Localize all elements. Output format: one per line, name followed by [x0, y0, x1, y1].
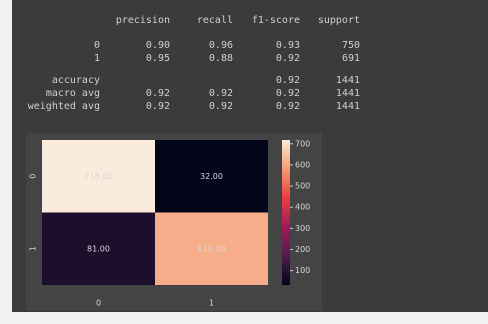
classification-report: precision recall f1-score support 0 0.90 0.96 0… — [28, 15, 360, 112]
report-row-label: 0 — [94, 40, 100, 51]
report-cell: 0.92 — [146, 88, 170, 99]
heatmap-cell — [42, 140, 155, 213]
report-cell: 0.93 — [276, 40, 300, 51]
report-cell: 0.88 — [209, 53, 233, 64]
report-row-label: weighted avg — [28, 101, 100, 112]
heatmap: 0 718.00 32.00 1 81.00 610.00 0 1 100 200 300 400 50… — [29, 139, 311, 307]
cell-label: 718.00 — [85, 172, 113, 181]
report-cell: 1441 — [336, 101, 360, 112]
report-cell: 0.92 — [276, 88, 300, 99]
y-tick-label: 0 — [29, 174, 38, 179]
report-cell: 750 — [342, 40, 360, 51]
report-cell: 0.92 — [276, 75, 300, 86]
colorbar — [282, 140, 290, 285]
colorbar-tick-label: 200 — [295, 245, 310, 254]
report-cell: 1441 — [336, 75, 360, 86]
x-tick-label: 0 — [96, 299, 101, 308]
report-cell: 0.92 — [276, 53, 300, 64]
cell-label: 81.00 — [87, 244, 110, 253]
heatmap-cell — [155, 212, 268, 285]
report-header: precision — [116, 15, 170, 26]
x-tick-label: 1 — [209, 299, 214, 308]
report-header: f1-score — [252, 15, 300, 26]
heatmap-cell — [42, 212, 155, 285]
colorbar-tick-label: 300 — [295, 224, 310, 233]
colorbar-tick-label: 100 — [295, 266, 310, 275]
report-cell: 1441 — [336, 88, 360, 99]
report-header: recall — [197, 15, 233, 26]
report-cell: 691 — [342, 53, 360, 64]
heatmap-cell — [155, 140, 268, 213]
report-cell: 0.92 — [209, 101, 233, 112]
report-row-label: 1 — [94, 53, 100, 64]
report-row-label: macro avg — [46, 88, 100, 99]
cell-label: 32.00 — [200, 172, 223, 181]
report-cell: 0.92 — [209, 88, 233, 99]
report-cell: 0.95 — [146, 53, 170, 64]
cell-label: 610.00 — [198, 244, 226, 253]
colorbar-tick-label: 600 — [295, 160, 310, 169]
colorbar-tick-label: 400 — [295, 203, 310, 212]
report-cell: 0.96 — [209, 40, 233, 51]
y-tick-label: 1 — [29, 246, 38, 251]
colorbar-tick-label: 500 — [295, 182, 310, 191]
report-cell: 0.92 — [146, 101, 170, 112]
report-header: support — [318, 15, 360, 26]
report-row-label: accuracy — [52, 75, 100, 86]
report-cell: 0.92 — [276, 101, 300, 112]
report-cell: 0.90 — [146, 40, 170, 51]
colorbar-tick-label: 700 — [295, 139, 310, 148]
